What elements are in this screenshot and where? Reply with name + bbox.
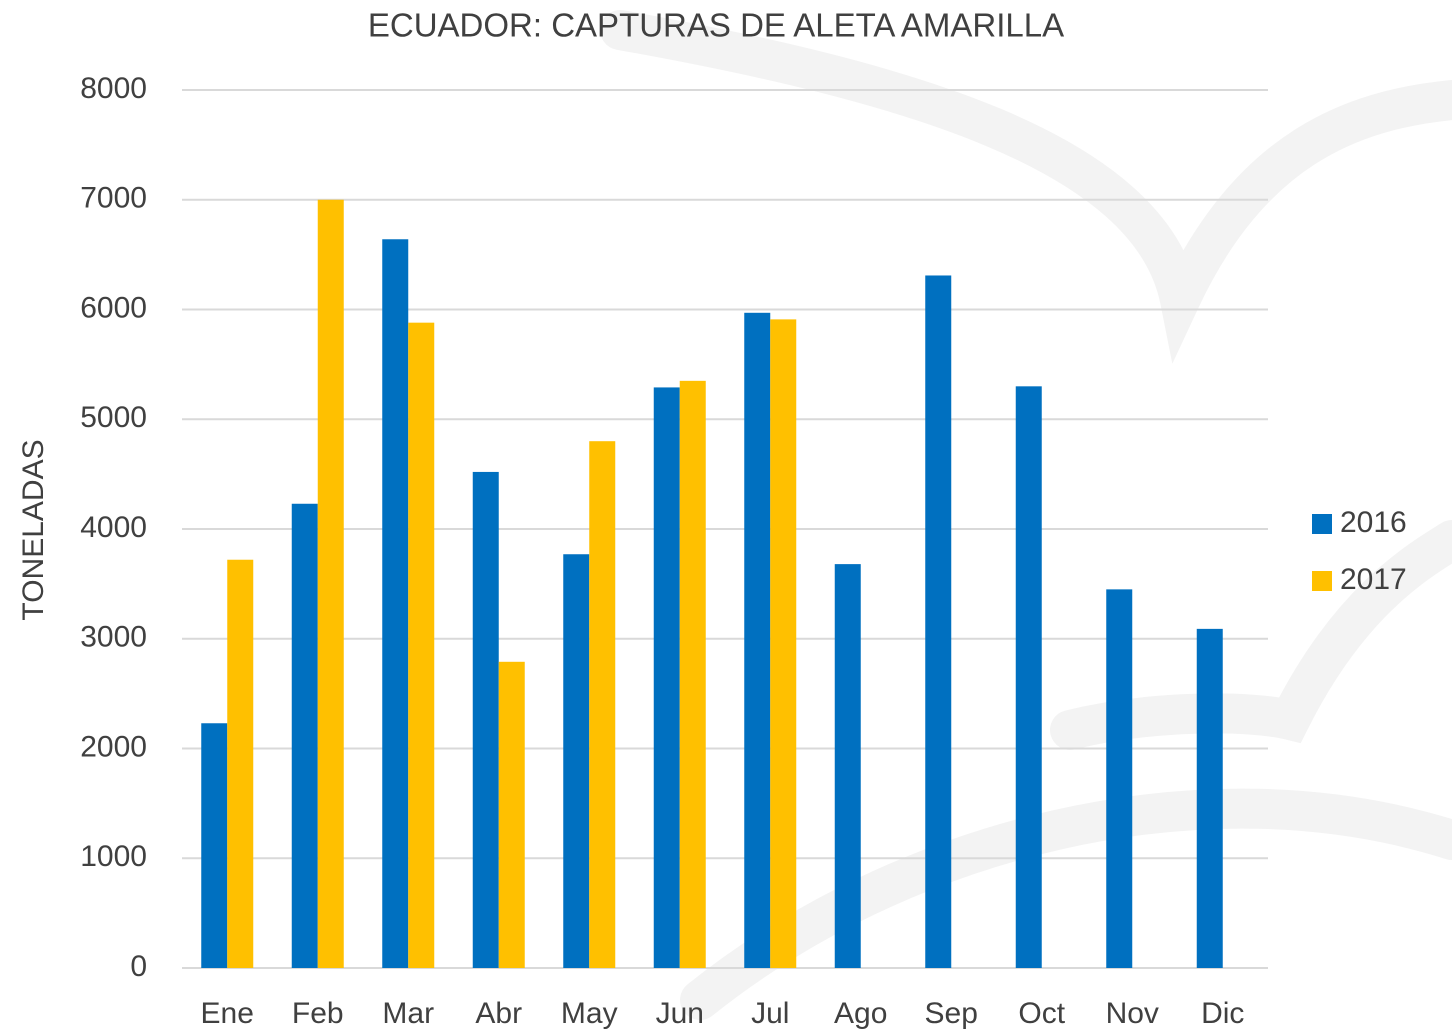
bar xyxy=(589,441,616,968)
x-tick-label: May xyxy=(561,997,618,1030)
y-tick-label: 4000 xyxy=(80,511,147,544)
bar xyxy=(408,322,435,968)
bar xyxy=(563,554,590,968)
y-axis-label: TONELADAS xyxy=(17,439,50,620)
x-tick-label: Oct xyxy=(1018,997,1065,1030)
legend-swatch xyxy=(1312,514,1332,534)
x-tick-label: Mar xyxy=(382,997,434,1030)
y-tick-label: 7000 xyxy=(80,182,147,215)
y-tick-label: 0 xyxy=(130,950,147,983)
y-tick-label: 2000 xyxy=(80,730,147,763)
x-tick-label: Dic xyxy=(1201,997,1244,1030)
bar xyxy=(1196,628,1223,968)
x-tick-label: Jun xyxy=(656,997,704,1030)
bar xyxy=(201,723,228,968)
bar xyxy=(744,312,771,969)
x-tick-label: Nov xyxy=(1106,997,1159,1030)
y-tick-label: 8000 xyxy=(80,72,147,105)
chart-title: ECUADOR: CAPTURAS DE ALETA AMARILLA xyxy=(368,7,1064,44)
y-tick-label: 6000 xyxy=(80,291,147,324)
legend-label: 2017 xyxy=(1340,563,1407,596)
legend-label: 2016 xyxy=(1340,506,1407,539)
watermark-curve xyxy=(600,10,1452,364)
bar xyxy=(227,559,254,968)
x-tick-label: Ago xyxy=(834,997,887,1030)
bar xyxy=(925,275,952,968)
x-tick-label: Sep xyxy=(925,997,978,1030)
bar xyxy=(653,387,680,968)
x-tick-label: Abr xyxy=(475,997,522,1030)
watermark-curve xyxy=(1050,520,1452,750)
y-tick-label: 5000 xyxy=(80,401,147,434)
bar xyxy=(382,239,409,968)
bar xyxy=(770,319,797,968)
bar xyxy=(472,471,499,968)
x-tick-label: Ene xyxy=(201,997,254,1030)
x-tick-label: Jul xyxy=(751,997,789,1030)
bar xyxy=(291,503,318,968)
y-tick-label: 3000 xyxy=(80,621,147,654)
bar xyxy=(1106,589,1133,968)
watermark-curve xyxy=(680,788,1452,1020)
bar xyxy=(834,564,861,968)
legend-swatch xyxy=(1312,571,1332,591)
bar xyxy=(679,380,706,968)
x-tick-label: Feb xyxy=(292,997,344,1030)
bar xyxy=(498,661,525,968)
y-tick-label: 1000 xyxy=(80,840,147,873)
bar xyxy=(317,199,344,968)
bar xyxy=(1015,386,1042,968)
